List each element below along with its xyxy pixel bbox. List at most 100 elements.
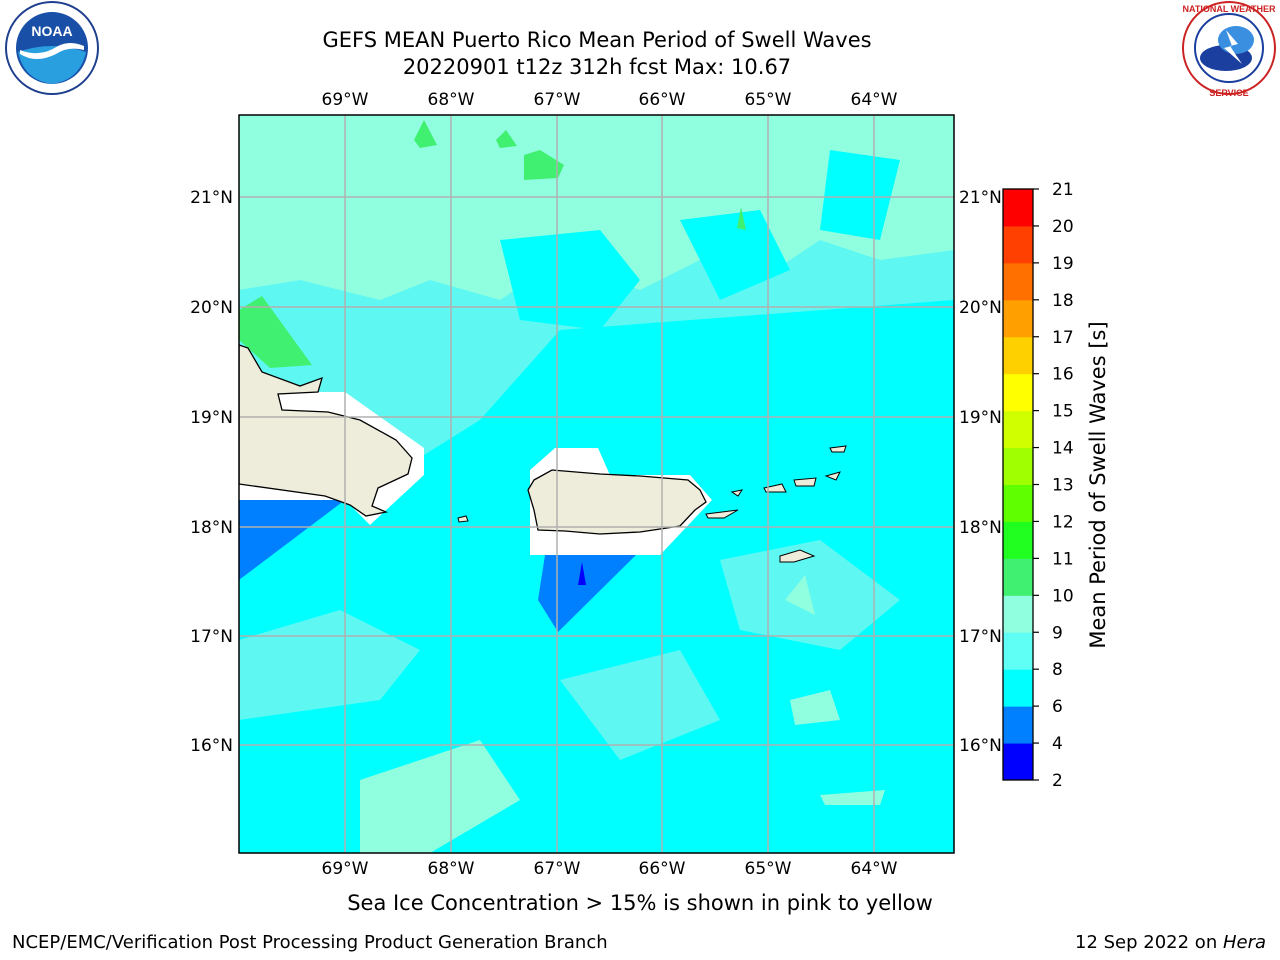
colorbar-tick-label: 15 xyxy=(1052,402,1074,422)
svg-text:NOAA: NOAA xyxy=(31,23,72,39)
contour-8s-patch xyxy=(500,230,640,330)
colorbar-tick-label: 18 xyxy=(1052,291,1074,311)
lon-label: 65°W xyxy=(745,90,792,110)
lat-label: 17°N xyxy=(959,627,1002,647)
vieques-island xyxy=(705,509,739,519)
colorbar-tick-label: 11 xyxy=(1052,549,1074,569)
colorbar-segment xyxy=(1003,632,1033,670)
contour-8s-streak xyxy=(239,610,420,720)
colorbar-tick-label: 16 xyxy=(1052,365,1074,385)
tortola-island xyxy=(793,477,817,487)
svg-text:NATIONAL WEATHER: NATIONAL WEATHER xyxy=(1183,4,1276,14)
culebra-island xyxy=(730,489,744,497)
lon-label: 68°W xyxy=(428,859,475,879)
lon-labels-top: 69°W 68°W 67°W 66°W 65°W 64°W xyxy=(322,90,898,110)
chart-subtitle: 20220901 t12z 312h fcst Max: 10.67 xyxy=(402,55,792,79)
colorbar-tick-label: 4 xyxy=(1052,734,1063,754)
mona-island xyxy=(457,515,469,523)
contour-6s-zone xyxy=(239,500,345,580)
contour-10s-cell xyxy=(414,120,437,148)
colorbar-segment xyxy=(1003,373,1033,412)
credit-date-text: 12 Sep 2022 on xyxy=(1075,932,1223,953)
colorbar-segment xyxy=(1003,484,1033,522)
lat-label: 16°N xyxy=(959,736,1002,756)
contour-10s-cell xyxy=(239,296,312,368)
puerto-rico-land xyxy=(527,469,707,535)
colorbar-tick-label: 17 xyxy=(1052,328,1074,348)
credit-host: Hera xyxy=(1222,932,1266,953)
colorbar-tick-label: 20 xyxy=(1052,217,1074,237)
colorbar-tick-label: 10 xyxy=(1052,586,1074,606)
contour-10s-cell xyxy=(496,130,517,148)
colorbar-tick-label: 19 xyxy=(1052,254,1074,274)
contour-9s-streak xyxy=(790,690,840,725)
contour-4s-cell xyxy=(578,562,586,585)
lat-label: 18°N xyxy=(959,518,1002,538)
hispaniola-land xyxy=(239,344,413,517)
lon-labels-bottom: 69°W 68°W 67°W 66°W 65°W 64°W xyxy=(322,859,898,879)
colorbar-segment xyxy=(1003,743,1033,781)
lat-label: 19°N xyxy=(959,408,1002,428)
swell-period-field xyxy=(239,115,954,853)
lat-label: 17°N xyxy=(190,627,233,647)
lon-label: 67°W xyxy=(534,90,581,110)
colorbar-segment xyxy=(1003,299,1033,338)
contour-8s-streak xyxy=(560,650,720,760)
lon-label: 66°W xyxy=(639,859,686,879)
lat-label: 16°N xyxy=(190,736,233,756)
colorbar-tick-label: 2 xyxy=(1052,771,1063,791)
contour-10s-cell xyxy=(737,207,746,230)
colorbar-segment xyxy=(1003,225,1033,264)
lat-label: 20°N xyxy=(959,298,1002,318)
contour-8s-patch xyxy=(680,210,790,300)
graticule xyxy=(239,115,954,853)
chart-title: GEFS MEAN Puerto Rico Mean Period of Swe… xyxy=(322,28,872,52)
colorbar-label: Mean Period of Swell Waves [s] xyxy=(1086,321,1110,648)
lat-label: 19°N xyxy=(190,408,233,428)
map-frame xyxy=(238,114,955,854)
colorbar-tick-label: 9 xyxy=(1052,623,1063,643)
colorbar-segment xyxy=(1003,669,1033,707)
virgin-gorda-island xyxy=(824,471,841,481)
svg-text:SERVICE: SERVICE xyxy=(1209,88,1248,98)
colorbar-segment xyxy=(1003,447,1033,485)
anegada-island xyxy=(829,445,847,453)
st-croix-island xyxy=(779,549,816,563)
lon-label: 64°W xyxy=(851,90,898,110)
colorbar-tick-label: 6 xyxy=(1052,697,1063,717)
colorbar-segment xyxy=(1003,706,1033,744)
credit-date: 12 Sep 2022 on Hera xyxy=(1075,932,1266,953)
contour-8s-patch xyxy=(820,150,900,240)
colorbar-segment xyxy=(1003,521,1033,559)
contour-9s-streak xyxy=(785,575,815,615)
nws-logo-icon: NATIONAL WEATHER SERVICE xyxy=(1182,1,1276,98)
colorbar-segment xyxy=(1003,558,1033,596)
lat-label: 21°N xyxy=(959,188,1002,208)
lon-label: 66°W xyxy=(639,90,686,110)
lon-label: 67°W xyxy=(534,859,581,879)
contour-9s-streak xyxy=(360,740,520,853)
noaa-logo-icon: NOAA xyxy=(5,1,99,95)
credit-organization: NCEP/EMC/Verification Post Processing Pr… xyxy=(12,932,608,953)
lon-label: 68°W xyxy=(428,90,475,110)
lon-label: 69°W xyxy=(322,859,369,879)
contour-6s-zone xyxy=(538,555,636,632)
colorbar-tick-label: 13 xyxy=(1052,476,1074,496)
lat-labels-right: 21°N 20°N 19°N 18°N 17°N 16°N xyxy=(959,188,1002,756)
colorbar-tick-label: 8 xyxy=(1052,660,1063,680)
colorbar-segment xyxy=(1003,595,1033,633)
lat-labels-left: 21°N 20°N 19°N 18°N 17°N 16°N xyxy=(190,188,233,756)
colorbar-segment xyxy=(1003,336,1033,375)
colorbar-tick-label: 14 xyxy=(1052,439,1074,459)
contour-10s-cell xyxy=(524,150,564,180)
colorbar-tick-label: 12 xyxy=(1052,512,1074,532)
colorbar: 2 4 6 8 9 10 11 12 13 14 15 16 17 18 19 20 21 xyxy=(1002,180,1074,791)
lon-label: 65°W xyxy=(745,859,792,879)
colorbar-segment xyxy=(1003,189,1033,227)
lon-label: 64°W xyxy=(851,859,898,879)
lon-label: 69°W xyxy=(322,90,369,110)
contour-9s-streak xyxy=(820,790,885,805)
st-thomas-island xyxy=(763,483,787,493)
lat-label: 20°N xyxy=(190,298,233,318)
